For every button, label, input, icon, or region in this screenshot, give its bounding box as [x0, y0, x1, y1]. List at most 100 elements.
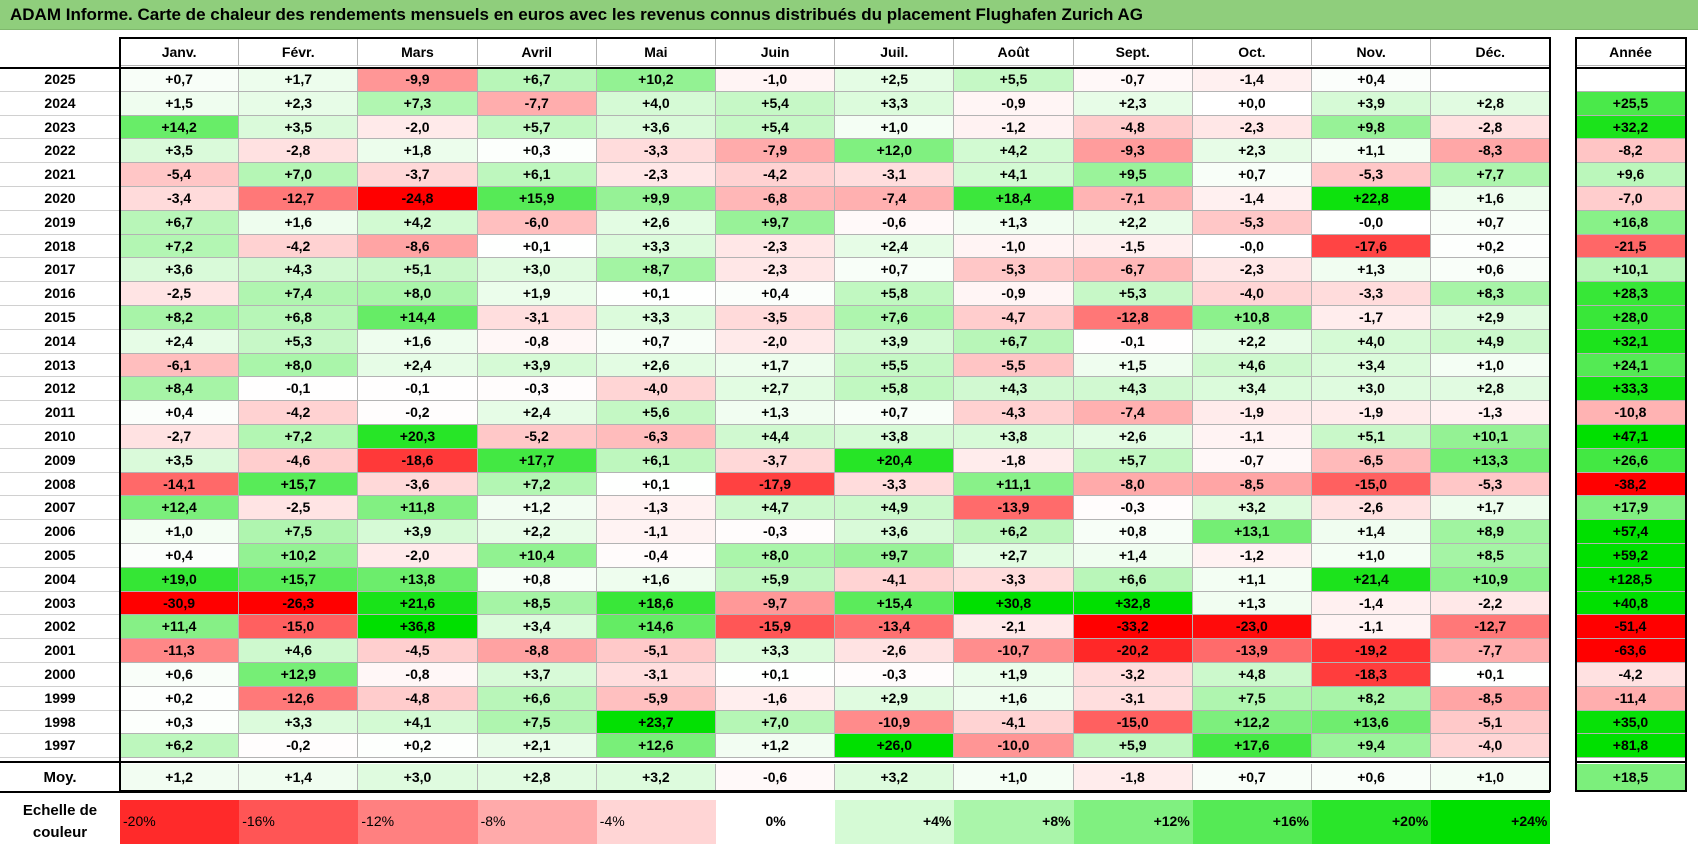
heatmap-cell: +1,6 [954, 686, 1074, 711]
annual-average-separator [1576, 761, 1686, 764]
average-cell: +1,0 [954, 764, 1074, 792]
month-header: Sept. [1073, 38, 1193, 66]
heatmap-cell: +3,0 [1312, 377, 1432, 402]
year-label: 2012 [0, 377, 120, 402]
heatmap-cell: -4,8 [358, 686, 478, 711]
heatmap-cell: +2,6 [1073, 425, 1193, 449]
heatmap-cell: -7,7 [477, 91, 597, 116]
heatmap-cell: +1,3 [1192, 591, 1312, 616]
heatmap-cell: +0,4 [120, 544, 240, 568]
scale-swatch: +4% [835, 800, 955, 844]
heatmap-cell: +18,4 [954, 187, 1074, 211]
heatmap-cell: -6,5 [1312, 448, 1432, 473]
heatmap-cell: +2,7 [716, 377, 836, 402]
heatmap-cell: +7,3 [358, 91, 478, 116]
heatmap-cell: +1,3 [716, 401, 836, 425]
heatmap-cell: +4,0 [596, 91, 716, 116]
heatmap-cell: -18,3 [1312, 663, 1432, 687]
heatmap-cell: +1,1 [1192, 567, 1312, 592]
heatmap-cell: -2,3 [1192, 115, 1312, 140]
annual-cell: +59,2 [1576, 544, 1686, 568]
heatmap-cell: +11,1 [954, 472, 1074, 497]
heatmap-cell: +12,6 [596, 734, 716, 759]
heatmap-cell: -3,3 [596, 139, 716, 164]
heatmap-cell: +5,3 [1073, 282, 1193, 306]
heatmap-cell: +3,9 [1312, 91, 1432, 116]
heatmap-cell: +1,9 [954, 663, 1074, 687]
heatmap-cell: +8,4 [120, 377, 240, 402]
heatmap-cell: -2,3 [1192, 258, 1312, 283]
heatmap-cell: +2,4 [477, 401, 597, 425]
heatmap-cell: -4,8 [1073, 115, 1193, 140]
heatmap-cell: +9,8 [1312, 115, 1432, 140]
heatmap-cell: +4,1 [954, 163, 1074, 187]
heatmap-cell: -4,0 [596, 377, 716, 402]
heatmap-cell: -1,4 [1312, 591, 1432, 616]
heatmap-cell: -8,5 [1431, 686, 1551, 711]
heatmap-cell: -18,6 [358, 448, 478, 473]
heatmap-cell: -3,3 [954, 567, 1074, 592]
heatmap-cell: -6,7 [1073, 258, 1193, 283]
heatmap-cell: +7,6 [835, 306, 955, 330]
scale-swatch: +24% [1431, 800, 1551, 844]
heatmap-cell: +1,7 [1431, 496, 1551, 521]
heatmap-cell: -0,2 [239, 734, 359, 759]
heatmap-cell: +2,9 [1431, 306, 1551, 330]
month-header: Avril [477, 38, 597, 66]
heatmap-cell: -4,5 [358, 639, 478, 663]
heatmap-cell: +1,7 [716, 353, 836, 378]
heatmap-cell: +9,9 [596, 187, 716, 211]
heatmap-cell: +5,7 [1073, 448, 1193, 473]
page-title: ADAM Informe. Carte de chaleur des rende… [0, 0, 1698, 30]
heatmap-cell: +3,3 [596, 234, 716, 259]
heatmap-cell: +3,6 [596, 115, 716, 140]
heatmap-cell: -2,3 [596, 163, 716, 187]
heatmap-cell: +4,9 [1431, 329, 1551, 354]
heatmap-cell: +19,0 [120, 567, 240, 592]
heatmap-cell: -5,1 [1431, 710, 1551, 735]
heatmap-cell: -2,0 [358, 544, 478, 568]
scale-swatch: -20% [120, 800, 240, 844]
heatmap-cell: +6,7 [477, 68, 597, 92]
heatmap-cell: +4,2 [358, 210, 478, 235]
average-cell: +1,0 [1431, 764, 1551, 792]
heatmap-cell: -4,6 [239, 448, 359, 473]
heatmap-cell: +0,2 [358, 734, 478, 759]
year-label: 2015 [0, 306, 120, 330]
heatmap-cell: +1,3 [954, 210, 1074, 235]
heatmap-cell: -6,3 [596, 425, 716, 449]
heatmap-cell: +3,9 [835, 329, 955, 354]
scale-swatch: -12% [358, 800, 478, 844]
heatmap-cell: +14,6 [596, 615, 716, 640]
heatmap-cell: -1,9 [1312, 401, 1432, 425]
scale-swatch: +12% [1073, 800, 1193, 844]
heatmap-cell: +0,7 [120, 68, 240, 92]
year-label: 2011 [0, 401, 120, 425]
heatmap-cell: -1,1 [596, 520, 716, 544]
heatmap-cell: -4,1 [954, 710, 1074, 735]
heatmap-cell: +20,4 [835, 448, 955, 473]
heatmap-cell: +15,7 [239, 472, 359, 497]
heatmap-cell: +8,5 [1431, 544, 1551, 568]
heatmap-cell: +8,7 [596, 258, 716, 283]
heatmap-cell: +0,3 [477, 139, 597, 164]
year-label: 1999 [0, 687, 120, 711]
heatmap-cell: +32,8 [1073, 591, 1193, 616]
heatmap-cell: +0,1 [596, 282, 716, 306]
heatmap-cell: -11,3 [120, 639, 240, 663]
heatmap-cell: -19,2 [1312, 639, 1432, 663]
heatmap-cell: -5,3 [1192, 210, 1312, 235]
heatmap-cell: +1,8 [358, 139, 478, 164]
heatmap-cell: +0,1 [477, 234, 597, 259]
scale-label-line1: Echelle de [22, 802, 98, 819]
heatmap-cell: -4,7 [954, 306, 1074, 330]
year-label: 2004 [0, 568, 120, 592]
heatmap-cell: -3,1 [477, 306, 597, 330]
heatmap-cell: -3,2 [1073, 663, 1193, 687]
month-header: Mai [596, 38, 716, 66]
heatmap-cell: -1,0 [716, 68, 836, 92]
heatmap-cell: +8,9 [1431, 520, 1551, 544]
heatmap-cell: +2,4 [358, 353, 478, 378]
heatmap-cell: -13,9 [1192, 639, 1312, 663]
heatmap-cell: +4,6 [1192, 353, 1312, 378]
